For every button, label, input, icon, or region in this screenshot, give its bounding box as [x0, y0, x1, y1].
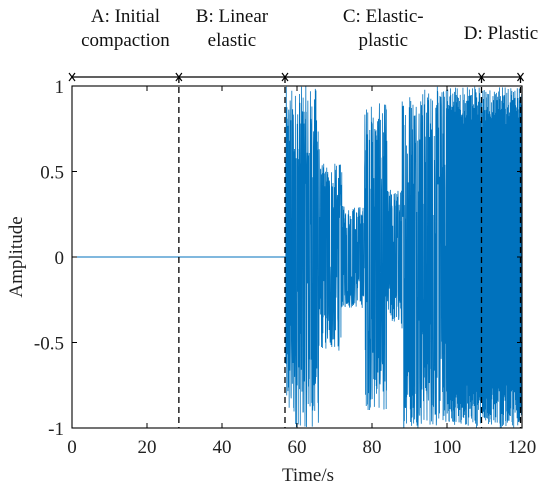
y-tick-label: 0 — [55, 248, 65, 269]
signal-layer — [72, 86, 523, 428]
x-tick-label: 80 — [363, 437, 382, 458]
stage-label: C: Elastic- — [343, 6, 424, 27]
x-axis-label: Time/s — [282, 465, 334, 486]
x-tick-label: 20 — [138, 437, 157, 458]
x-tick-label: 0 — [67, 437, 77, 458]
y-axis-label: Amplitude — [6, 216, 27, 297]
stage-tick-mark — [68, 72, 76, 82]
x-tick-label: 120 — [508, 437, 537, 458]
y-tick-label: -0.5 — [34, 334, 64, 355]
y-tick-label: -1 — [48, 419, 64, 440]
stage-label: compaction — [81, 30, 170, 51]
x-tick-label: 40 — [213, 437, 232, 458]
y-tick-label: 1 — [55, 77, 65, 98]
signal-line — [285, 86, 523, 428]
stage-label: elastic — [208, 30, 257, 51]
stage-label: plastic — [358, 30, 408, 51]
tick-layer: 0 20 40 60 80 100 120 -1 -0.5 0 0.5 1 — [34, 77, 536, 458]
boundary-layer — [178, 77, 522, 428]
x-tick-label: 100 — [433, 437, 462, 458]
stage-label: D: Plastic — [464, 23, 538, 44]
y-tick-label: 0.5 — [40, 163, 64, 184]
x-tick-label: 60 — [288, 437, 307, 458]
stage-label: A: Initial — [91, 6, 160, 27]
stage-layer: A: Initial compaction B: Linear elastic C: E… — [68, 6, 538, 82]
stage-label: B: Linear — [196, 6, 269, 27]
